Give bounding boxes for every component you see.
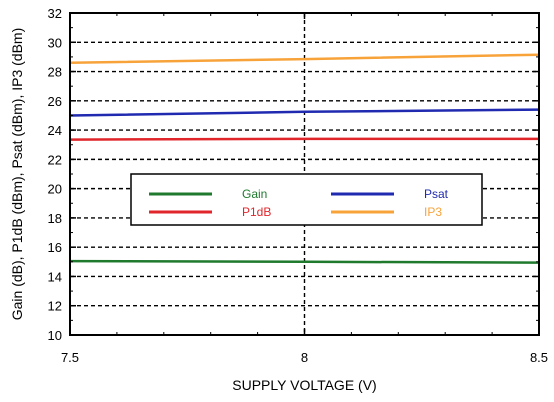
y-tick-label: 28 xyxy=(48,65,62,80)
x-tick-labels: 7.5 8 8.5 xyxy=(61,350,548,365)
legend-label-gain: Gain xyxy=(242,187,267,201)
y-tick-label: 14 xyxy=(48,269,62,284)
y-tick-label: 26 xyxy=(48,94,62,109)
series-line-ip3 xyxy=(69,53,540,65)
y-tick-label: 10 xyxy=(48,328,62,343)
y-tick-label: 32 xyxy=(48,6,62,21)
legend-label-psat: Psat xyxy=(424,187,449,201)
y-tick-label: 16 xyxy=(48,240,62,255)
x-tick-label: 8.5 xyxy=(530,350,548,365)
y-axis-title: Gain (dB), P1dB (dBm), Psat (dBm), IP3 (… xyxy=(9,28,25,321)
x-tick-label: 8 xyxy=(301,350,308,365)
y-tick-label: 30 xyxy=(48,35,62,50)
y-tick-label: 12 xyxy=(48,299,62,314)
series-lines xyxy=(69,53,540,264)
y-tick-label: 20 xyxy=(48,182,62,197)
y-tick-label: 22 xyxy=(48,152,62,167)
x-axis-title: SUPPLY VOLTAGE (V) xyxy=(232,377,376,393)
legend-label-p1db: P1dB xyxy=(242,205,271,219)
series-line-psat xyxy=(69,108,540,117)
series-line-gain xyxy=(69,259,540,264)
tick-marks xyxy=(69,12,540,336)
legend-label-ip3: IP3 xyxy=(424,205,442,219)
series-line-p1db xyxy=(69,137,539,141)
y-tick-label: 18 xyxy=(48,211,62,226)
x-tick-label: 7.5 xyxy=(61,350,79,365)
legend-box xyxy=(130,173,483,226)
legend: Gain P1dB Psat IP3 xyxy=(130,173,483,226)
y-tick-label: 24 xyxy=(48,123,62,138)
y-tick-labels: 10 12 14 16 18 20 22 24 26 28 30 32 xyxy=(48,6,62,343)
